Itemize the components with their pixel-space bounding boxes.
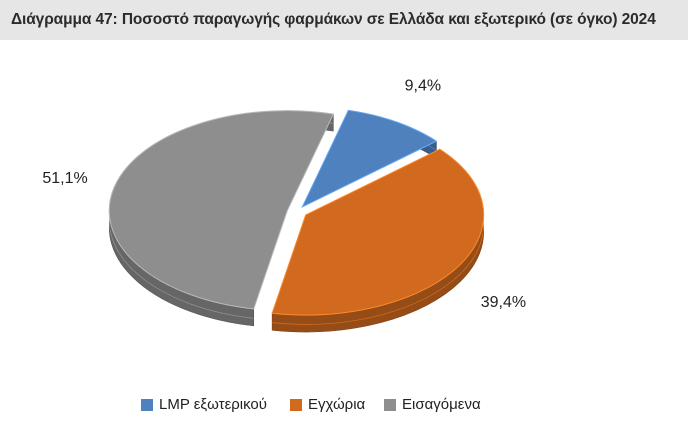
chart-title: Διάγραμμα 47: Ποσοστό παραγωγής φαρμάκων… xyxy=(11,11,656,28)
legend-label-imported: Εισαγόμενα xyxy=(402,396,481,413)
pie-slice-0 xyxy=(301,109,438,208)
pie-slice-2 xyxy=(108,110,335,310)
legend-label-domestic: Εγχώρια xyxy=(308,396,366,413)
pie-slice-1 xyxy=(271,148,485,316)
pie-chart: 9,4% 39,4% 51,1% xyxy=(42,78,526,333)
pie-label-2: 51,1% xyxy=(42,170,87,187)
pie-label-0: 9,4% xyxy=(405,78,441,95)
legend-swatch-lmp xyxy=(141,398,153,411)
legend-label-lmp: LMP εξωτερικού xyxy=(159,396,267,413)
legend-item-imported: Εισαγόμενα xyxy=(384,396,481,413)
legend-item-lmp: LMP εξωτερικού xyxy=(141,396,267,413)
title-bar: Διάγραμμα 47: Ποσοστό παραγωγής φαρμάκων… xyxy=(0,0,688,40)
legend-item-domestic: Εγχώρια xyxy=(290,396,365,413)
legend-swatch-imported xyxy=(384,398,396,411)
pie-label-1: 39,4% xyxy=(481,294,526,311)
legend-swatch-domestic xyxy=(290,398,302,411)
chart-legend: LMP εξωτερικού Εγχώρια Εισαγόμενα xyxy=(0,396,688,416)
